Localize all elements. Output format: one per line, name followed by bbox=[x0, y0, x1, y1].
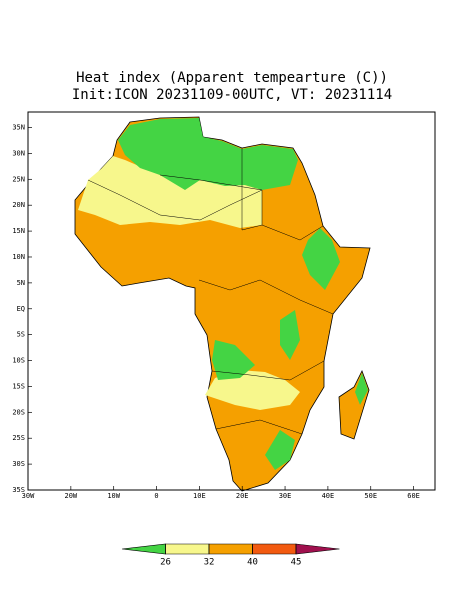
y-tick-label: 5S bbox=[17, 331, 25, 339]
y-tick-label: 20S bbox=[12, 408, 25, 416]
colorbar-swatch bbox=[208, 543, 253, 555]
title-line-2: Init:ICON 20231109-00UTC, VT: 20231114 bbox=[72, 87, 392, 103]
x-tick-label: 30E bbox=[279, 492, 292, 500]
yellow-region bbox=[78, 156, 262, 228]
border bbox=[215, 419, 303, 435]
map-frame bbox=[27, 111, 436, 491]
y-tick-label: 15S bbox=[12, 382, 25, 390]
x-tick-label: 10W bbox=[107, 492, 120, 500]
y-tick-label: 30N bbox=[12, 149, 25, 157]
x-tick-label: 10E bbox=[193, 492, 206, 500]
colorbar-swatch bbox=[252, 543, 297, 555]
colorbar-label: 40 bbox=[247, 558, 258, 568]
border bbox=[198, 279, 334, 315]
green-region bbox=[212, 340, 255, 380]
colorbar: 26 32 40 45 bbox=[121, 543, 340, 568]
colorbar-swatch bbox=[121, 543, 166, 555]
title-line-1: Heat index (Apparent tempearture (C)) bbox=[76, 70, 388, 86]
green-region bbox=[265, 430, 295, 470]
y-tick-label: 35S bbox=[12, 486, 25, 494]
y-tick-label: 15N bbox=[12, 227, 25, 235]
y-tick-label: 10N bbox=[12, 253, 25, 261]
yellow-region bbox=[205, 370, 300, 410]
y-tick-label: 30S bbox=[12, 460, 25, 468]
map bbox=[27, 111, 436, 492]
x-tick-label: 50E bbox=[364, 492, 377, 500]
y-tick-label: 25N bbox=[12, 175, 25, 183]
green-region bbox=[280, 310, 300, 360]
border bbox=[211, 360, 325, 381]
x-tick-label: 20E bbox=[236, 492, 249, 500]
y-tick-label: 10S bbox=[12, 357, 25, 365]
colorbar-label: 32 bbox=[204, 558, 215, 568]
colorbar-swatch bbox=[165, 543, 210, 555]
border bbox=[241, 148, 324, 241]
border bbox=[87, 179, 263, 221]
borders bbox=[87, 148, 334, 435]
colorbar-swatch bbox=[295, 543, 340, 555]
x-tick-label: 30W bbox=[22, 492, 35, 500]
green-region bbox=[302, 228, 340, 290]
madagascar-green bbox=[355, 373, 368, 405]
border bbox=[159, 174, 263, 225]
x-tick-label: 20W bbox=[65, 492, 78, 500]
y-tick-label: EQ bbox=[17, 305, 25, 313]
y-tick-label: 20N bbox=[12, 201, 25, 209]
green-region bbox=[118, 118, 298, 190]
x-tick-label: 40E bbox=[322, 492, 335, 500]
y-tick-label: 25S bbox=[12, 434, 25, 442]
colorbar-label: 45 bbox=[291, 558, 302, 568]
y-tick-label: 5N bbox=[17, 279, 25, 287]
x-tick-label: 0 bbox=[154, 492, 158, 500]
colorbar-label: 26 bbox=[160, 558, 171, 568]
x-tick-label: 60E bbox=[407, 492, 420, 500]
y-tick-label: 35N bbox=[12, 124, 25, 132]
